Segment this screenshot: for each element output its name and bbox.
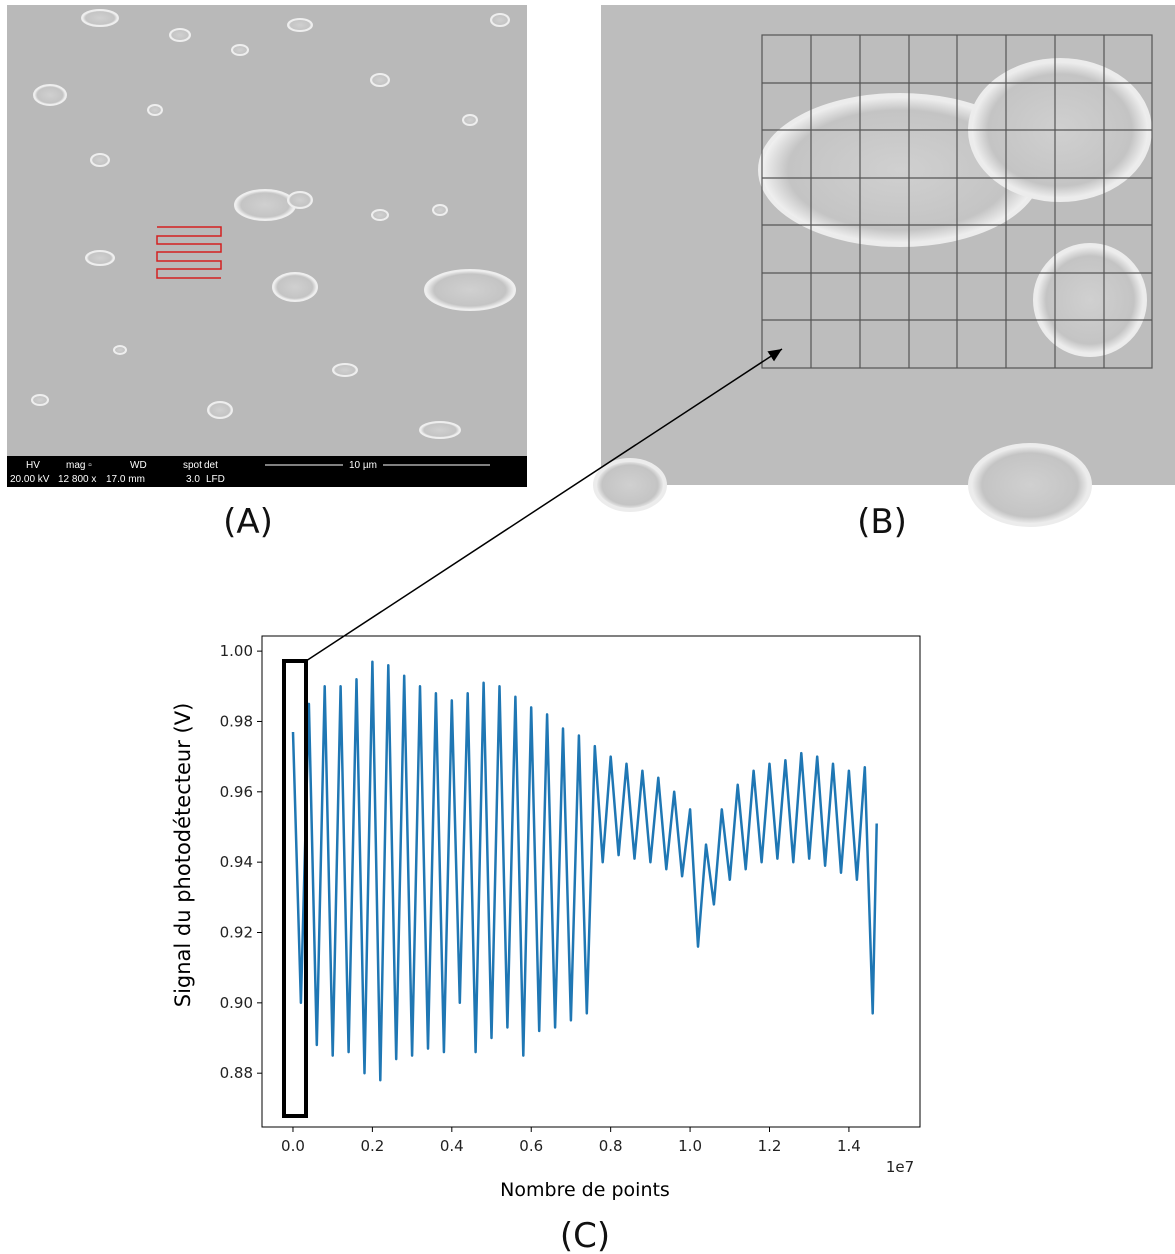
y-axis-label: Signal du photodétecteur (V)	[171, 703, 195, 1008]
scale-bar-label: 10 µm	[349, 460, 377, 471]
scan-path	[156, 226, 222, 279]
y-tick-label: 0.90	[220, 994, 253, 1012]
line-chart: Nombre de points Signal du photodétecteu…	[171, 635, 921, 1254]
info-value: 17.0 mm	[106, 474, 145, 485]
y-tick-label: 0.88	[220, 1064, 253, 1082]
info-head: spot	[183, 460, 202, 471]
x-tick-label: 0.0	[281, 1137, 305, 1155]
panel-a: HV 20.00 kV mag ▫ 12 800 x WD 17.0 mm sp…	[7, 5, 527, 542]
x-tick-label: 0.8	[599, 1137, 623, 1155]
info-value: LFD	[206, 474, 225, 485]
x-axis-label: Nombre de points	[500, 1179, 670, 1201]
y-tick-label: 0.94	[220, 853, 253, 871]
info-value: 12 800 x	[58, 474, 96, 485]
highlight-box	[282, 659, 308, 1118]
plot-frame	[261, 635, 921, 1128]
panel-label: (B)	[857, 502, 907, 542]
info-head: WD	[130, 460, 147, 471]
x-tick-label: 1.2	[758, 1137, 782, 1155]
signal-line	[291, 660, 878, 1082]
x-tick-label: 0.6	[519, 1137, 543, 1155]
info-head: HV	[26, 460, 40, 471]
x-tick-label: 0.4	[440, 1137, 464, 1155]
x-tick-label: 1.0	[678, 1137, 702, 1155]
info-value: 3.0	[186, 474, 200, 485]
y-tick-label: 0.98	[220, 712, 253, 730]
info-value: 20.00 kV	[10, 474, 50, 485]
info-bar-texts: HV 20.00 kV mag ▫ 12 800 x WD 17.0 mm sp…	[10, 458, 490, 485]
info-head: mag ▫	[66, 460, 92, 471]
info-bar	[7, 456, 527, 487]
y-tick-label: 0.92	[220, 923, 253, 941]
particles	[31, 9, 516, 439]
y-tick-label: 1.00	[220, 642, 253, 660]
sem-image	[7, 5, 527, 456]
info-head: det	[204, 460, 218, 471]
scan-grid	[761, 34, 1153, 369]
panel-label: (C)	[560, 1216, 610, 1254]
y-tick-label: 0.96	[220, 783, 253, 801]
x-offset-label: 1e7	[886, 1158, 914, 1176]
panel-b: (B)	[593, 5, 1175, 542]
scale-bar-bg	[343, 458, 383, 470]
arrow	[305, 348, 783, 662]
x-tick-label: 1.4	[837, 1137, 861, 1155]
x-tick-label: 0.2	[360, 1137, 384, 1155]
panel-label: (A)	[223, 502, 273, 542]
